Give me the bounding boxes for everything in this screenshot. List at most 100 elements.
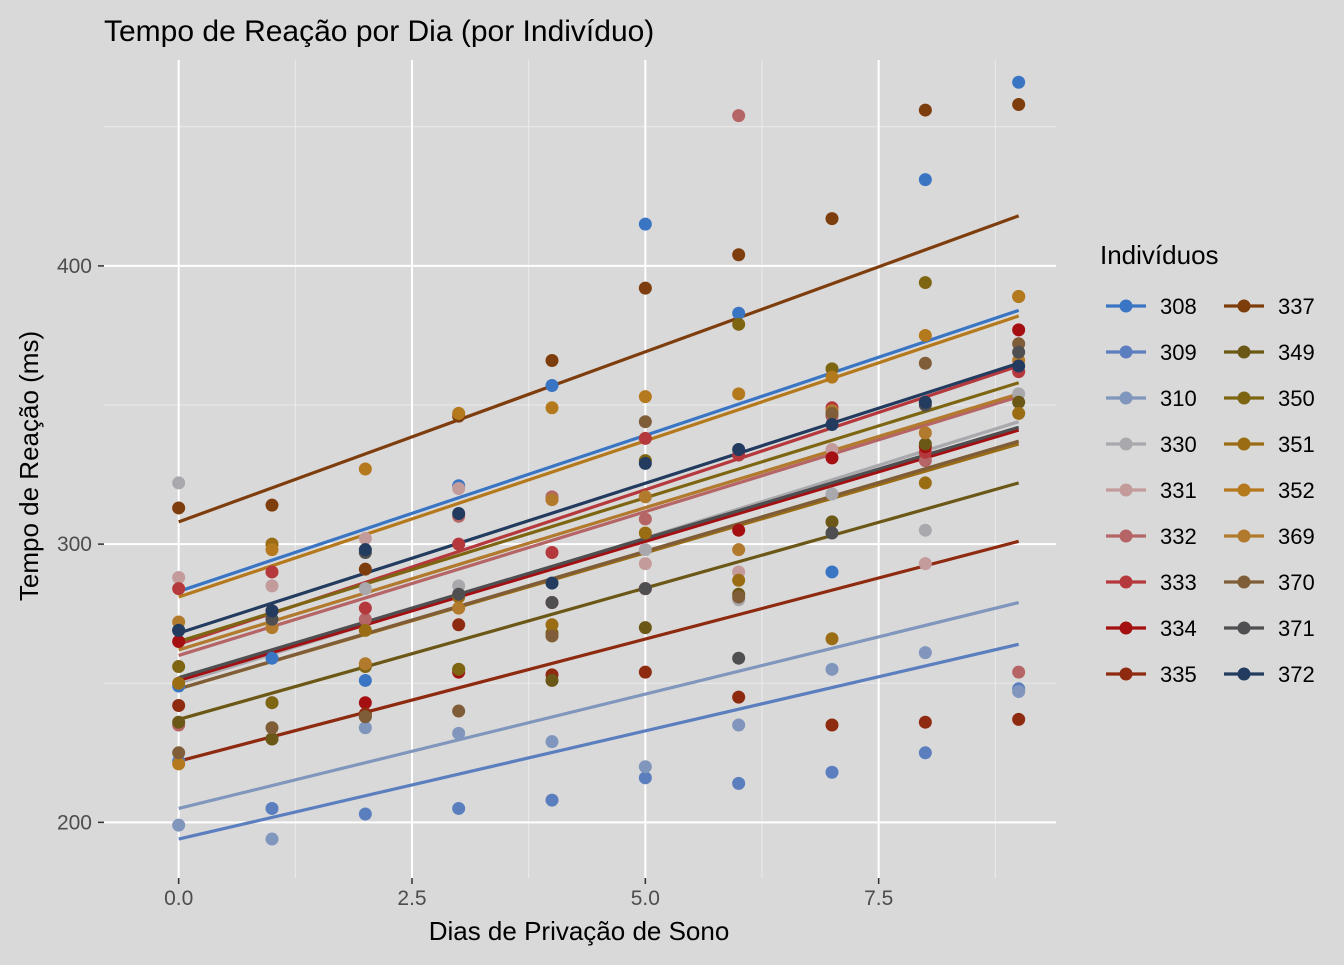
legend-item-308: 308 (1106, 294, 1197, 319)
point-308 (265, 651, 279, 665)
point-372 (918, 395, 932, 409)
legend-key-point (1119, 529, 1133, 543)
fit-line-334 (178, 428, 1020, 682)
fit-line-350 (178, 381, 1020, 644)
legend-key-point (1237, 483, 1251, 497)
point-337 (358, 562, 372, 576)
legend-label: 371 (1278, 616, 1315, 641)
point-369 (732, 543, 746, 557)
point-352 (545, 401, 559, 415)
legend-key-point (1119, 391, 1133, 405)
point-309 (265, 801, 279, 815)
point-310 (172, 818, 186, 832)
point-369 (545, 493, 559, 507)
point-308 (825, 565, 839, 579)
y-tick-label: 400 (57, 255, 92, 278)
fit-line-337 (178, 214, 1020, 524)
point-370 (825, 406, 839, 420)
point-351 (545, 618, 559, 632)
x-tick-label: 7.5 (864, 887, 893, 910)
legend-key-point (1237, 437, 1251, 451)
legend-item-331: 331 (1106, 478, 1197, 503)
legend-item-372: 372 (1224, 662, 1315, 687)
point-369 (452, 601, 466, 615)
point-309 (358, 807, 372, 821)
chart-title: Tempo de Reação por Dia (por Indivíduo) (104, 15, 654, 48)
legend-key-point (1237, 529, 1251, 543)
point-352 (825, 370, 839, 384)
point-351 (1012, 406, 1026, 420)
legend-key-point (1237, 621, 1251, 635)
point-309 (918, 746, 932, 760)
point-310 (358, 721, 372, 735)
fit-line-349 (178, 481, 1020, 721)
legend-key-point (1119, 667, 1133, 681)
legend-item-371: 371 (1224, 616, 1315, 641)
point-335 (1012, 712, 1026, 726)
point-331 (358, 532, 372, 546)
point-337 (1012, 98, 1026, 112)
legend-label: 349 (1278, 340, 1315, 365)
point-352 (732, 387, 746, 401)
point-352 (172, 757, 186, 771)
point-352 (638, 390, 652, 404)
point-310 (545, 735, 559, 749)
point-334 (825, 451, 839, 465)
point-309 (452, 801, 466, 815)
point-352 (452, 406, 466, 420)
point-350 (918, 276, 932, 290)
legend-key-point (1119, 575, 1133, 589)
point-310 (732, 718, 746, 732)
point-370 (545, 629, 559, 643)
x-tick-label: 5.0 (631, 887, 660, 910)
point-337 (825, 212, 839, 226)
legend-label: 352 (1278, 478, 1315, 503)
legend-key-point (1119, 621, 1133, 635)
point-352 (358, 462, 372, 476)
legend-item-350: 350 (1224, 386, 1315, 411)
legend-item-334: 334 (1106, 616, 1197, 641)
point-332 (1012, 665, 1026, 679)
legend-label: 350 (1278, 386, 1315, 411)
point-337 (918, 103, 932, 117)
legend-label: 332 (1160, 524, 1197, 549)
point-310 (1012, 685, 1026, 699)
point-352 (265, 543, 279, 557)
point-330 (825, 487, 839, 501)
point-350 (452, 662, 466, 676)
point-369 (358, 657, 372, 671)
axis-ticks: 0.0 2.5 5.0 7.5 200 300 400 (57, 255, 893, 910)
legend-item-349: 349 (1224, 340, 1315, 365)
x-tick-label: 2.5 (397, 887, 426, 910)
point-349 (1012, 395, 1026, 409)
point-333 (452, 537, 466, 551)
point-337 (545, 353, 559, 367)
point-333 (545, 545, 559, 559)
fit-line-335 (178, 539, 1020, 763)
point-351 (825, 632, 839, 646)
point-333 (358, 601, 372, 615)
legend-label: 310 (1160, 386, 1197, 411)
point-349 (918, 437, 932, 451)
point-351 (358, 623, 372, 637)
legend-item-369: 369 (1224, 524, 1315, 549)
legend-key-point (1119, 437, 1133, 451)
point-350 (172, 660, 186, 674)
point-372 (638, 456, 652, 470)
legend-item-352: 352 (1224, 478, 1315, 503)
x-tick-label: 0.0 (164, 887, 193, 910)
legend-key-point (1237, 575, 1251, 589)
point-332 (638, 512, 652, 526)
legend-label: 309 (1160, 340, 1197, 365)
legend-label: 333 (1160, 570, 1197, 595)
point-370 (172, 746, 186, 760)
point-333 (638, 431, 652, 445)
point-350 (732, 317, 746, 331)
point-370 (265, 721, 279, 735)
point-371 (545, 596, 559, 610)
point-370 (358, 710, 372, 724)
point-351 (638, 526, 652, 540)
legend-label: 351 (1278, 432, 1315, 457)
fit-line-310 (178, 600, 1020, 810)
